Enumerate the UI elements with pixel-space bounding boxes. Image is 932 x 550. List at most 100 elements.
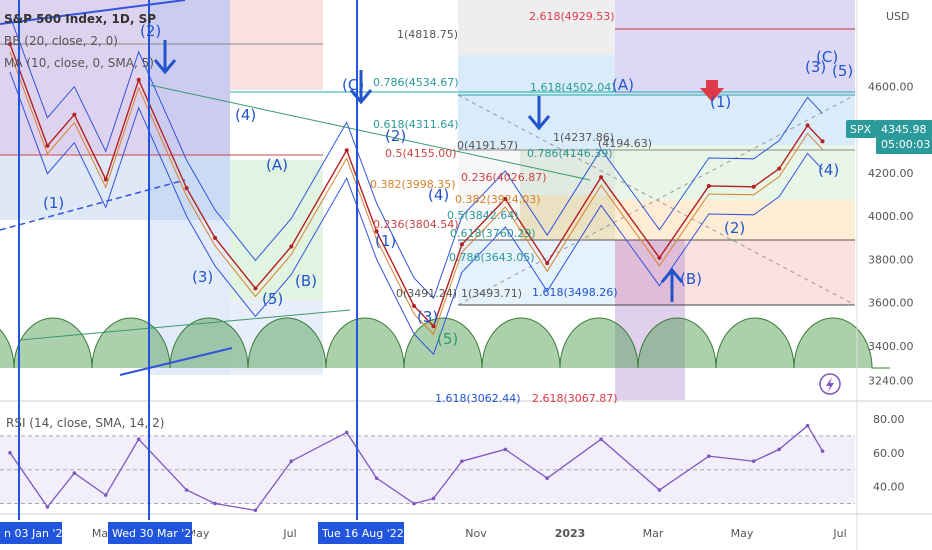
highlighted-date[interactable]: n 03 Jan '22 [4,527,69,540]
rsi-point[interactable] [136,437,141,442]
price-point[interactable] [706,183,711,188]
rsi-point[interactable] [213,501,217,506]
wave-label: (4) [818,161,839,179]
wave-label: (C) [342,76,364,94]
fib-zone [458,55,615,150]
fib-label: 0(3491.24) [396,287,457,300]
moving-average [9,51,823,336]
cycle-arcs [0,317,890,369]
rsi-point[interactable] [460,459,464,464]
rsi-point[interactable] [289,459,294,464]
rsi-point[interactable] [184,488,189,492]
price-point[interactable] [820,139,825,144]
price-point[interactable] [805,123,810,128]
price-point[interactable] [253,286,258,291]
price-point[interactable] [599,175,604,180]
symbol-title[interactable]: S&P 500 Index, 1D, SP [4,12,157,26]
fib-zone [615,95,855,145]
rsi-axis-tick: 40.00 [873,481,905,494]
price-axis-tick: 3600.00 [868,297,914,310]
wave-label: (2) [724,219,745,237]
current-symbol: SPX [850,123,872,136]
rsi-axis-tick: 80.00 [873,413,905,426]
price-point[interactable] [45,143,50,148]
rsi-point[interactable] [374,476,379,480]
price-point[interactable] [8,42,12,47]
price-point[interactable] [184,186,189,191]
rsi-point[interactable] [72,471,77,475]
fib-zone [615,0,855,95]
highlighted-date[interactable]: Tue 16 Aug '22 [321,527,404,540]
wave-label: (A) [612,76,634,94]
time-axis-tick: Ma [92,527,108,540]
rsi-point[interactable] [657,488,662,492]
rsi-point[interactable] [503,447,508,452]
time-axis-tick: Mar [643,527,664,540]
time-axis-tick: May [731,527,754,540]
price-point[interactable] [459,242,464,247]
price-axis-tick: 3800.00 [868,253,914,266]
price-point[interactable] [213,235,218,240]
bar-countdown: 05:00:03 [881,138,930,151]
rsi-point[interactable] [103,493,108,497]
fib-zone [230,300,323,375]
fib-zone [0,155,230,220]
price-point[interactable] [777,166,782,171]
price-point[interactable] [412,303,417,308]
price-axis-tick: 4000.00 [868,210,914,223]
rsi-point[interactable] [805,423,810,428]
wave-label: (4) [235,106,256,124]
rsi-point[interactable] [45,505,50,509]
price-point[interactable] [374,229,379,234]
wave-label: (2) [385,127,406,145]
wave-label: (1) [375,232,396,250]
wave-label: (2) [140,22,161,40]
bb-legend[interactable]: BB (20, close, 2, 0) [4,34,118,48]
fib-label: 1(3493.71) [461,287,522,300]
price-point[interactable] [503,196,508,201]
fib-label: 1(4237.86) [553,131,614,144]
rsi-point[interactable] [253,508,258,513]
wave-label: (B) [295,272,317,290]
rsi-point[interactable] [777,447,781,452]
highlighted-date[interactable]: Wed 30 Mar '22 [112,527,198,540]
rsi-point[interactable] [431,496,436,501]
rsi-point[interactable] [751,459,756,464]
date-highlight [318,522,404,544]
price-axis-currency: USD [886,10,910,23]
wave-label: (B) [680,270,702,288]
price-point[interactable] [751,184,756,189]
rsi-point[interactable] [344,430,349,435]
price-point[interactable] [103,177,108,182]
ma-legend[interactable]: MA (10, close, 0, SMA, 5) [4,56,154,70]
price-point[interactable] [289,244,294,249]
date-highlight [0,522,62,544]
bollinger-lower [9,71,823,356]
down-arrow-icon [153,40,177,75]
rsi-point[interactable] [412,501,416,506]
wave-label: (3) [417,308,438,326]
rsi-point[interactable] [599,437,603,442]
price-point[interactable] [431,324,436,329]
wave-label: (5) [262,290,283,308]
price-point[interactable] [136,77,141,82]
up-arrow-icon [660,267,684,302]
price-point[interactable] [545,261,550,266]
price-point[interactable] [344,148,349,153]
price-point[interactable] [72,112,77,117]
rsi-point[interactable] [820,449,825,453]
rsi-point[interactable] [707,454,711,458]
fib-diagonal [457,94,856,306]
price-point[interactable] [657,255,662,260]
rsi-point[interactable] [545,476,550,480]
rsi-legend[interactable]: RSI (14, close, SMA, 14, 2) [6,416,165,430]
fib-label: 0(4191.57) [457,139,518,152]
channel-bottom-line [119,347,233,376]
date-highlight [108,522,192,544]
wave-label: (1) [43,194,64,212]
symbol-tag [846,120,876,138]
red-down-arrow-icon [700,80,724,102]
rsi-point[interactable] [8,450,12,455]
price-axis-tick: 4200.00 [868,167,914,180]
